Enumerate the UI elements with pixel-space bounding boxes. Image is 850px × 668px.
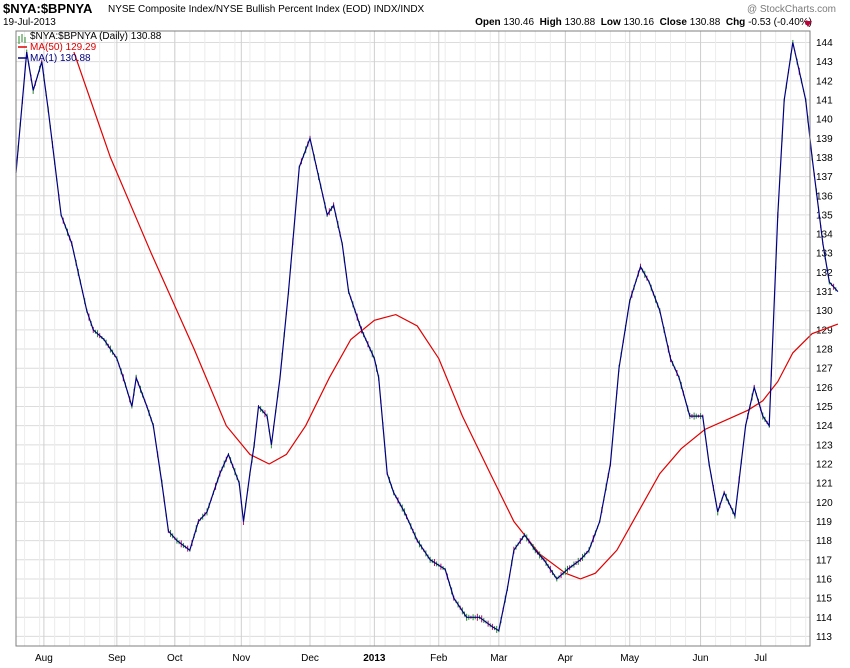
close-value: 130.88 bbox=[689, 17, 721, 28]
y-tick-label: 113 bbox=[816, 632, 832, 643]
open-value: 130.46 bbox=[503, 17, 535, 28]
legend-entry: MA(50) 129.29 bbox=[30, 42, 97, 53]
y-tick-label: 123 bbox=[816, 440, 833, 451]
chart-header: $NYA:$BPNYA NYSE Composite Index/NYSE Bu… bbox=[0, 0, 850, 30]
y-tick-label: 139 bbox=[816, 134, 833, 145]
plot-area-border bbox=[15, 30, 811, 647]
y-tick-label: 124 bbox=[816, 421, 833, 432]
quote-summary: Open 130.46 High 130.88 Low 130.16 Close… bbox=[475, 17, 812, 28]
x-tick-label: Nov bbox=[232, 653, 250, 664]
y-tick-label: 132 bbox=[816, 268, 833, 279]
x-tick-label: Mar bbox=[490, 653, 508, 664]
legend-entry: $NYA:$BPNYA (Daily) 130.88 bbox=[30, 31, 162, 42]
y-tick-label: 131 bbox=[816, 287, 833, 298]
y-tick-label: 117 bbox=[816, 555, 832, 566]
high-label: High bbox=[539, 17, 562, 28]
price-line bbox=[15, 42, 839, 632]
y-tick-label: 144 bbox=[816, 38, 833, 49]
low-value: 130.16 bbox=[623, 17, 655, 28]
y-tick-label: 125 bbox=[816, 402, 833, 413]
open-label: Open bbox=[475, 17, 501, 28]
chart-description: NYSE Composite Index/NYSE Bullish Percen… bbox=[108, 4, 425, 15]
y-tick-label: 118 bbox=[816, 536, 832, 547]
y-tick-label: 122 bbox=[816, 459, 833, 470]
axis-ticks: 113 114 115 116 117 118 119 120 121 122 123 124 125 1… bbox=[35, 38, 833, 664]
x-tick-label: 2013 bbox=[363, 653, 386, 664]
low-label: Low bbox=[600, 17, 621, 28]
close-label: Close bbox=[659, 17, 687, 28]
y-tick-label: 134 bbox=[816, 230, 833, 241]
y-tick-label: 137 bbox=[816, 172, 833, 183]
y-tick-label: 127 bbox=[816, 364, 833, 375]
y-tick-label: 114 bbox=[816, 613, 832, 624]
chg-value: -0.53 (-0.40%) bbox=[748, 17, 812, 28]
chart-series bbox=[15, 39, 839, 633]
high-value: 130.88 bbox=[564, 17, 596, 28]
chart-grid bbox=[16, 31, 810, 646]
x-tick-label: Feb bbox=[430, 653, 448, 664]
y-tick-label: 116 bbox=[816, 574, 832, 585]
y-tick-label: 128 bbox=[816, 345, 833, 356]
stockcharts-watermark: @ StockCharts.com bbox=[746, 4, 836, 15]
y-tick-label: 129 bbox=[816, 325, 833, 336]
y-tick-label: 115 bbox=[816, 594, 832, 605]
y-tick-label: 140 bbox=[816, 115, 833, 126]
y-tick-label: 143 bbox=[816, 57, 833, 68]
y-tick-label: 135 bbox=[816, 210, 833, 221]
x-tick-label: Oct bbox=[167, 653, 183, 664]
y-tick-label: 141 bbox=[816, 95, 833, 106]
x-tick-label: Sep bbox=[108, 653, 126, 664]
ma50-line bbox=[73, 51, 839, 580]
y-tick-label: 138 bbox=[816, 153, 833, 164]
x-tick-label: May bbox=[620, 653, 639, 664]
y-tick-label: 130 bbox=[816, 306, 833, 317]
y-tick-label: 126 bbox=[816, 383, 833, 394]
chart-symbol: $NYA:$BPNYA bbox=[3, 1, 93, 16]
chg-label: Chg bbox=[725, 17, 746, 28]
y-tick-label: 142 bbox=[816, 76, 833, 87]
x-tick-label: Jun bbox=[692, 653, 708, 664]
x-tick-label: Aug bbox=[35, 653, 53, 664]
y-tick-label: 121 bbox=[816, 479, 833, 490]
down-arrow-icon bbox=[804, 21, 812, 27]
y-tick-label: 136 bbox=[816, 191, 833, 202]
legend-entry: MA(1) 130.88 bbox=[30, 53, 91, 64]
x-tick-label: Dec bbox=[301, 653, 319, 664]
x-tick-label: Apr bbox=[558, 653, 574, 664]
y-tick-label: 119 bbox=[816, 517, 832, 528]
ohlc-bars-icon bbox=[18, 34, 26, 44]
x-tick-label: Jul bbox=[754, 653, 767, 664]
y-tick-label: 120 bbox=[816, 498, 833, 509]
chart-date: 19-Jul-2013 bbox=[3, 17, 56, 28]
